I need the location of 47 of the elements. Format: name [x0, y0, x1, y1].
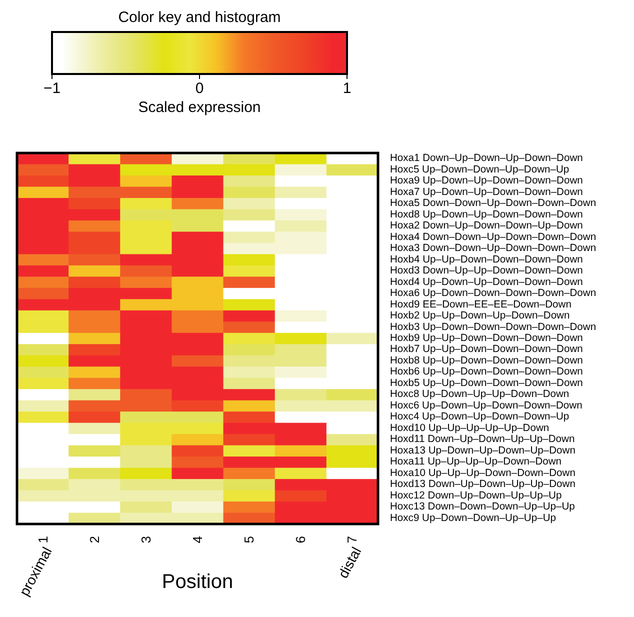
color-bar-title: Scaled expression: [138, 99, 261, 116]
y-tick-label: Hoxc4 Up–Down–Up–Down–Down–Up: [390, 412, 570, 423]
y-tick-label: Hoxa5 Down–Down–Up–Down–Down–Down: [390, 198, 596, 210]
y-tick-label: Hoxb6 Up–Up–Down–Down–Down–Down: [390, 366, 584, 378]
y-tick-label: Hoxa2 Down–Up–Down–Down–Up–Down: [390, 220, 584, 232]
x-tick-label: 4: [190, 536, 205, 544]
legend-title: Color key and histogram: [118, 9, 281, 26]
y-tick-label: Hoxb9 Up–Up–Down–Down–Down–Down: [390, 333, 584, 344]
y-tick-label: Hoxb8 Up–Up–Down–Down–Down–Down: [390, 355, 584, 366]
y-tick-label: Hoxb7 Up–Up–Down–Down–Down–Down: [390, 344, 584, 356]
y-tick-label: Hoxb2 Up–Up–Down–Up–Down–Down: [390, 310, 570, 322]
y-tick-label: Hoxb5 Up–Up–Down–Down–Down–Down: [390, 378, 584, 389]
y-tick-label: Hoxc12 Down–Up–Down–Up–Up–Up: [390, 490, 562, 502]
y-tick-label: Hoxc8 Up–Down–Up–Up–Down–Down: [390, 389, 570, 400]
y-tick-label: Hoxa3 Down–Down–Up–Down–Down–Down: [390, 243, 596, 254]
y-tick-label: Hoxc5 Up–Down–Down–Up–Down–Up: [390, 164, 570, 176]
x-axis-title: Position: [162, 571, 234, 593]
x-tick-label: 7: [344, 536, 360, 544]
x-tick-label: 1: [35, 536, 50, 544]
y-tick-label: Hoxc9 Up–Down–Down–Up–Up–Up: [390, 512, 556, 524]
y-tick-label: Hoxa11 Up–Up–Up–Up–Down–Down: [390, 456, 562, 468]
y-tick-label: Hoxd8 Up–Down–Up–Down–Down–Down: [390, 209, 584, 220]
y-tick-label: Hoxd4 Up–Down–Up–Down–Down–Down: [390, 276, 584, 288]
y-tick-label: Hoxd11 Down–Up–Down–Up–Up–Down: [390, 434, 575, 446]
y-tick-label: Hoxa1 Down–Up–Down–Up–Down–Down: [390, 153, 584, 164]
color-bar-label: −1: [43, 80, 61, 97]
x-tick-label: 2: [86, 536, 102, 544]
text: distal: [334, 544, 364, 581]
x-tick-label: 6: [293, 536, 308, 544]
y-tick-label: Hoxd13 Down–Up–Down–Up–Up–Down: [390, 479, 576, 490]
y-tick-label: Hoxa10 Up–Up–Up–Down–Down–Down: [390, 468, 576, 479]
color-bar-label: 0: [195, 80, 204, 97]
y-tick-label: Hoxc13 Down–Down–Down–Up–Up–Up: [390, 502, 576, 513]
y-tick-label: Hoxa13 Up–Down–Up–Down–Up–Down: [390, 445, 576, 456]
x-tick-label: 3: [138, 536, 154, 544]
y-tick-label: Hoxa4 Down–Down–Up–Down–Down–Down: [390, 232, 596, 243]
y-tick-label: Hoxd10 Up–Up–Up–Up–Up–Down: [390, 422, 550, 434]
y-tick-label: Hoxd3 Down–Up–Up–Down–Down–Down: [390, 266, 584, 277]
y-tick-label: Hoxc6 Up–Down–Up–Down–Down–Down: [390, 400, 583, 412]
color-bar-label: 1: [342, 80, 352, 97]
y-tick-label: Hoxd9 EE–Down–EE–EE–Down–Down: [390, 299, 572, 310]
y-tick-label: Hoxa7 Up–Down–Up–Down–Down–Down: [390, 186, 584, 198]
y-tick-label: Hoxa9 Up–Down–Up–Down–Down–Down: [390, 176, 584, 187]
x-tick-label: 5: [242, 536, 257, 544]
y-tick-label: Hoxb3 Up–Down–Down–Down–Down–Down: [390, 322, 596, 333]
y-tick-label: Hoxb4 Up–Up–Down–Down–Down–Down: [390, 254, 584, 266]
y-tick-label: Hoxa6 Up–Down–Down–Down–Down–Down: [390, 288, 596, 300]
